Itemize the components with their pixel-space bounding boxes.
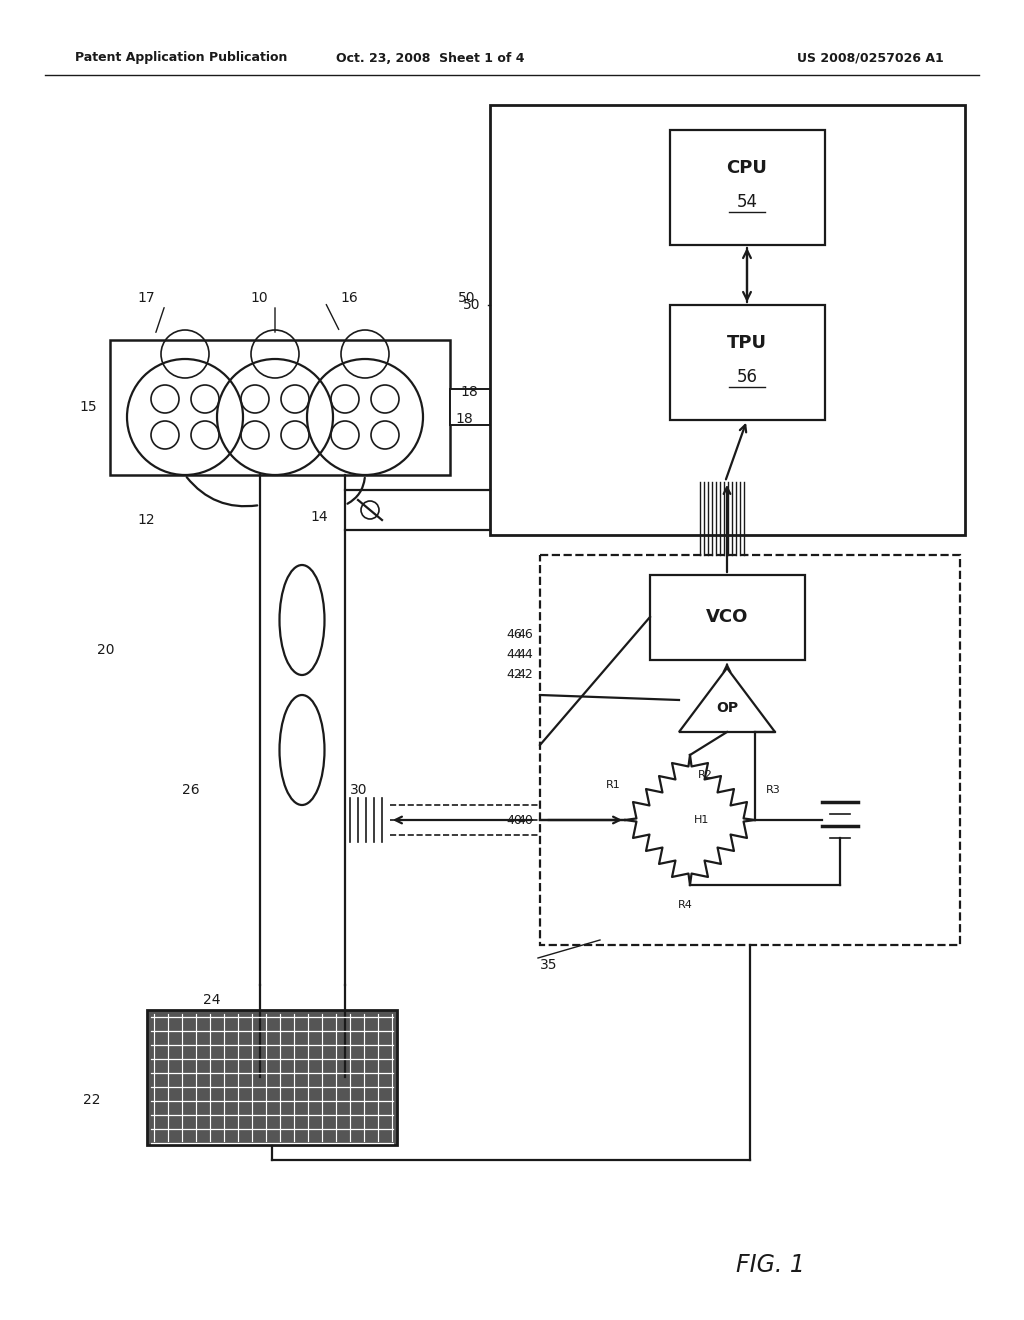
Text: 12: 12 xyxy=(137,513,155,527)
Text: 26: 26 xyxy=(182,783,200,797)
Ellipse shape xyxy=(280,565,325,675)
Text: US 2008/0257026 A1: US 2008/0257026 A1 xyxy=(797,51,943,65)
Text: 54: 54 xyxy=(736,193,758,211)
Text: VCO: VCO xyxy=(706,609,749,626)
Text: 17: 17 xyxy=(137,290,155,305)
Text: 50: 50 xyxy=(458,290,475,305)
Text: 22: 22 xyxy=(83,1093,100,1107)
Text: FIG. 1: FIG. 1 xyxy=(735,1253,805,1276)
Bar xyxy=(670,129,825,246)
Text: R2: R2 xyxy=(697,770,713,780)
Text: 46: 46 xyxy=(506,628,522,642)
Text: R3: R3 xyxy=(766,785,780,795)
Text: 40: 40 xyxy=(506,813,522,826)
Text: Patent Application Publication: Patent Application Publication xyxy=(75,51,288,65)
Text: 15: 15 xyxy=(80,400,97,414)
Text: TPU: TPU xyxy=(727,334,767,352)
Bar xyxy=(450,389,490,425)
Bar xyxy=(147,1010,397,1144)
Text: 46: 46 xyxy=(517,628,534,642)
Text: H1: H1 xyxy=(694,814,710,825)
Text: 16: 16 xyxy=(340,290,357,305)
Bar xyxy=(110,341,450,475)
Text: 18: 18 xyxy=(460,385,478,399)
Bar xyxy=(490,106,965,535)
Text: 10: 10 xyxy=(251,290,268,305)
Bar xyxy=(650,576,805,660)
Text: 14: 14 xyxy=(310,510,328,524)
Text: 44: 44 xyxy=(506,648,522,661)
Text: 18: 18 xyxy=(456,412,473,426)
Text: OP: OP xyxy=(716,701,738,715)
Text: 35: 35 xyxy=(540,958,557,972)
Text: CPU: CPU xyxy=(727,158,767,177)
Text: 30: 30 xyxy=(350,783,368,797)
Text: Oct. 23, 2008  Sheet 1 of 4: Oct. 23, 2008 Sheet 1 of 4 xyxy=(336,51,524,65)
Text: 42: 42 xyxy=(517,668,534,681)
Text: 56: 56 xyxy=(736,368,758,385)
Text: 50: 50 xyxy=(463,298,480,312)
Text: R4: R4 xyxy=(678,900,692,909)
Text: R1: R1 xyxy=(605,780,621,789)
Text: 24: 24 xyxy=(203,993,220,1007)
Text: 42: 42 xyxy=(506,668,522,681)
Text: 20: 20 xyxy=(97,643,115,657)
Polygon shape xyxy=(679,668,775,733)
Ellipse shape xyxy=(280,696,325,805)
Text: 40: 40 xyxy=(517,813,534,826)
Bar xyxy=(540,554,961,945)
Bar xyxy=(670,305,825,420)
Text: 44: 44 xyxy=(517,648,534,661)
